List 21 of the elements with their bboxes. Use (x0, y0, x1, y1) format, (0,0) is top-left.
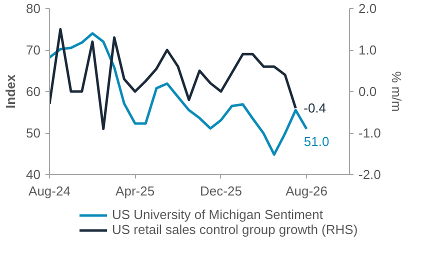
y2-tick-label: 2.0 (358, 1, 377, 16)
y2-tick-label: 1.0 (358, 42, 377, 58)
y-tick-label: 60 (26, 84, 41, 99)
x-tick-label: Apr-25 (116, 184, 155, 198)
y-tick-label: 50 (26, 126, 41, 140)
y2-tick-label: 0.0 (358, 84, 377, 99)
x-tick-label: Dec-25 (200, 184, 242, 198)
line-series (50, 28, 297, 130)
legend-label: US University of Michigan Sentiment (112, 207, 323, 222)
y-axis-title: Index (3, 74, 18, 108)
x-tick-label: Aug-24 (28, 184, 70, 198)
legend-label: US retail sales control group growth (RHS) (112, 222, 358, 237)
y2-tick-label: -2.0 (358, 167, 381, 182)
y-tick-label: 80 (26, 1, 41, 16)
y-tick-label: 40 (26, 167, 41, 182)
data-label: 51.0 (304, 134, 330, 149)
y2-tick-label: -1.0 (358, 126, 381, 140)
y-tick-label: 70 (26, 42, 41, 58)
y2-axis-title: % m/m (388, 71, 404, 112)
x-tick-label: Aug-26 (286, 184, 328, 198)
data-label: -0.4 (304, 100, 326, 116)
